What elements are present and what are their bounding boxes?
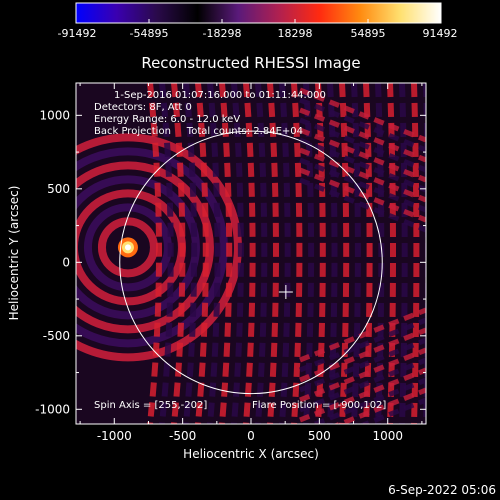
colorbar-tick-label: 18298 bbox=[278, 27, 313, 40]
colorbar-tick-label: 54895 bbox=[351, 27, 386, 40]
solar-limb-circle bbox=[119, 130, 383, 395]
y-axis-ticks: 1000 500 0 -500 -1000 bbox=[35, 108, 426, 416]
x-axis-label: Heliocentric X (arcsec) bbox=[183, 447, 319, 461]
colorbar-gradient bbox=[75, 2, 442, 24]
colorbar-ticks bbox=[148, 19, 369, 23]
footer-timestamp: 6-Sep-2022 05:06 bbox=[388, 483, 496, 497]
colorbar-tick-label: -18298 bbox=[203, 27, 242, 40]
colorbar-tick-label: -54895 bbox=[130, 27, 169, 40]
x-tick-label: -1000 bbox=[97, 429, 132, 443]
colorbar: -91492 -54895 -18298 18298 54895 91492 bbox=[58, 2, 458, 40]
flare-position-label: Flare Position = [-900,102] bbox=[252, 400, 386, 411]
info-time-range: 1-Sep-2016 01:07:16.000 to 01:11:44.000 bbox=[114, 90, 326, 101]
y-tick-label: -500 bbox=[43, 329, 70, 343]
info-method-counts: Back Projection Total counts: 2.84E+04 bbox=[94, 126, 303, 137]
y-tick-label: 0 bbox=[62, 255, 70, 269]
y-tick-label: -1000 bbox=[35, 402, 70, 416]
x-tick-label: 0 bbox=[247, 429, 255, 443]
x-tick-label: -500 bbox=[169, 429, 196, 443]
x-tick-label: 500 bbox=[308, 429, 331, 443]
colorbar-tick-label: 91492 bbox=[423, 27, 458, 40]
x-axis-ticks: -1000 -500 0 500 1000 bbox=[79, 83, 423, 443]
x-tick-label: 1000 bbox=[372, 429, 403, 443]
info-block: 1-Sep-2016 01:07:16.000 to 01:11:44.000 … bbox=[94, 90, 386, 411]
y-tick-label: 500 bbox=[47, 182, 70, 196]
y-axis-label: Heliocentric Y (arcsec) bbox=[7, 186, 21, 321]
spin-axis-marker bbox=[278, 285, 293, 300]
y-tick-label: 1000 bbox=[39, 108, 70, 122]
info-detectors: Detectors: 8F, Att 0 bbox=[94, 102, 192, 113]
colorbar-tick-label: -91492 bbox=[58, 27, 97, 40]
image-area bbox=[75, 82, 427, 425]
spin-axis-label: Spin Axis = [255,-202] bbox=[94, 400, 207, 411]
info-energy-range: Energy Range: 6.0 - 12.0 keV bbox=[94, 114, 240, 125]
fringe-pattern bbox=[76, 83, 426, 424]
plot-title: Reconstructed RHESSI Image bbox=[141, 54, 360, 72]
